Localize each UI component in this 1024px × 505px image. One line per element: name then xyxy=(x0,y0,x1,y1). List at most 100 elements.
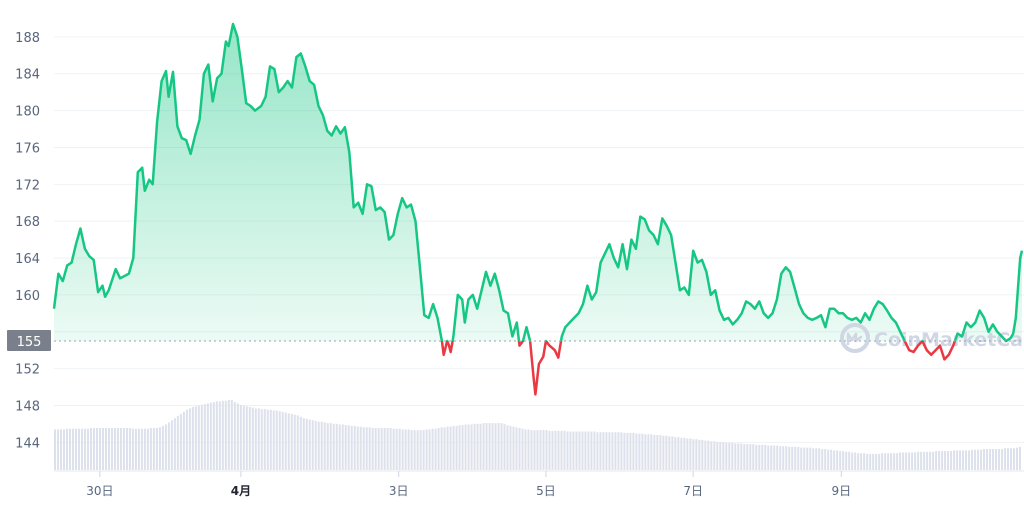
volume-bar xyxy=(908,452,911,470)
volume-bar xyxy=(749,444,752,470)
volume-bar xyxy=(203,404,206,470)
volume-bar xyxy=(59,429,62,470)
volume-bar xyxy=(71,428,74,470)
volume-bar xyxy=(557,430,560,470)
volume-bar xyxy=(548,430,551,470)
volume-bar xyxy=(647,434,650,470)
volume-bar xyxy=(266,409,269,470)
volume-bar xyxy=(776,445,779,470)
volume-bar xyxy=(1019,446,1021,470)
y-tick-label: 144 xyxy=(15,436,40,451)
volume-bar xyxy=(1013,448,1016,470)
volume-bar xyxy=(878,453,881,470)
volume-bar xyxy=(623,432,626,470)
volume-bar xyxy=(311,420,314,470)
volume-bar xyxy=(809,447,812,470)
volume-bar xyxy=(254,408,257,470)
volume-bar xyxy=(863,453,866,470)
volume-bar xyxy=(131,428,134,470)
y-tick-label: 152 xyxy=(15,363,40,378)
volume-bar xyxy=(662,435,665,470)
volume-bar xyxy=(152,428,155,470)
volume-bar xyxy=(875,453,878,470)
volume-bar xyxy=(104,428,107,470)
volume-bar xyxy=(731,442,734,470)
y-tick-label: 176 xyxy=(15,141,40,156)
volume-bar xyxy=(92,428,95,470)
volume-bar xyxy=(200,404,203,470)
volume-bar xyxy=(359,426,362,470)
volume-bar xyxy=(839,451,842,470)
volume-bar xyxy=(797,446,800,470)
volume-bar xyxy=(224,400,227,470)
volume-bar xyxy=(410,430,413,470)
volume-bar xyxy=(155,428,158,470)
volume-bar xyxy=(185,409,188,470)
volume-bar xyxy=(464,424,467,470)
volume-bar xyxy=(398,428,401,470)
volume-bar xyxy=(128,428,131,470)
coinmarketcap-watermark: CoinMarketCap xyxy=(840,323,1024,353)
x-axis-ticks: 30日 4月 3日 5日 7日 9日 xyxy=(54,470,1024,498)
price-line xyxy=(52,22,1024,396)
volume-bar xyxy=(671,436,674,470)
volume-bar xyxy=(923,451,926,470)
volume-bar xyxy=(386,428,389,470)
volume-bar xyxy=(491,423,494,470)
volume-bar xyxy=(308,419,311,470)
volume-bar xyxy=(521,428,524,470)
volume-bar xyxy=(74,428,77,470)
volume-bar xyxy=(854,452,857,470)
volume-bar xyxy=(767,445,770,470)
volume-bar xyxy=(422,430,425,470)
volume-bar xyxy=(230,400,233,470)
y-tick-label: 180 xyxy=(15,105,40,120)
volume-bar xyxy=(581,431,584,470)
volume-bar xyxy=(590,431,593,470)
volume-bar xyxy=(725,442,728,470)
volume-bar xyxy=(149,428,152,470)
volume-bar xyxy=(959,450,962,470)
price-line-up xyxy=(52,22,1024,341)
volume-bar xyxy=(404,429,407,470)
price-tag-background xyxy=(7,329,51,351)
volume-bar xyxy=(431,428,434,470)
volume-bar xyxy=(941,451,944,470)
volume-bar xyxy=(716,442,719,470)
y-tick-label: 164 xyxy=(15,252,40,267)
volume-bar xyxy=(779,446,782,470)
price-line-down xyxy=(440,340,1009,396)
volume-bar xyxy=(950,451,953,470)
volume-bar xyxy=(845,451,848,470)
volume-bar xyxy=(188,408,191,470)
volume-bar xyxy=(95,428,98,470)
volume-bar xyxy=(980,449,983,470)
volume-bar xyxy=(341,424,344,470)
volume-bar xyxy=(758,444,761,470)
volume-bar xyxy=(452,425,455,470)
volume-bar xyxy=(929,451,932,470)
volume-bar xyxy=(815,448,818,470)
volume-bar xyxy=(407,429,410,470)
y-axis-ticks: 144 148 152 160 164 168 172 176 180 184 188 xyxy=(15,31,40,451)
volume-bar xyxy=(599,432,602,470)
volume-bar xyxy=(368,427,371,470)
volume-bar xyxy=(770,445,773,470)
volume-bar xyxy=(284,412,287,470)
volume-bar xyxy=(458,425,461,470)
volume-bar xyxy=(614,432,617,470)
volume-bar xyxy=(911,452,914,470)
price-area-fill xyxy=(54,24,1022,341)
volume-bar xyxy=(626,432,629,470)
volume-bar xyxy=(710,441,713,470)
volume-bar xyxy=(494,423,497,470)
volume-bar xyxy=(968,450,971,470)
volume-bar xyxy=(881,453,884,470)
volume-bar xyxy=(248,407,251,470)
volume-bar xyxy=(470,424,473,470)
y-tick-label: 160 xyxy=(15,289,40,304)
volume-bar xyxy=(617,432,620,470)
volume-bar xyxy=(695,439,698,470)
volume-bar xyxy=(473,423,476,470)
